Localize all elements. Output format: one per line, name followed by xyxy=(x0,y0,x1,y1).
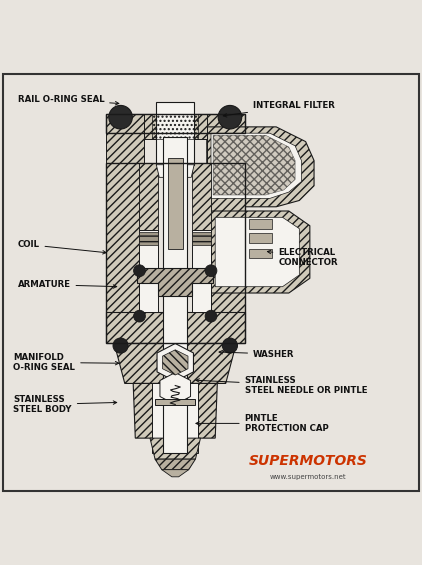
Text: RAIL O-RING SEAL: RAIL O-RING SEAL xyxy=(18,95,119,105)
Polygon shape xyxy=(207,127,314,207)
FancyBboxPatch shape xyxy=(152,384,198,453)
FancyBboxPatch shape xyxy=(140,230,158,312)
FancyBboxPatch shape xyxy=(249,233,272,242)
Polygon shape xyxy=(192,163,211,230)
Polygon shape xyxy=(138,268,213,296)
Circle shape xyxy=(113,338,128,353)
FancyBboxPatch shape xyxy=(163,137,187,453)
Polygon shape xyxy=(106,114,245,133)
Text: MANIFOLD
O-RING SEAL: MANIFOLD O-RING SEAL xyxy=(14,353,119,372)
Circle shape xyxy=(134,310,146,322)
Polygon shape xyxy=(155,459,195,470)
FancyBboxPatch shape xyxy=(155,398,195,405)
Polygon shape xyxy=(106,163,140,344)
Polygon shape xyxy=(192,232,211,245)
Text: INTEGRAL FILTER: INTEGRAL FILTER xyxy=(223,101,335,117)
Polygon shape xyxy=(140,232,158,245)
Polygon shape xyxy=(106,312,245,344)
Polygon shape xyxy=(162,350,188,375)
Polygon shape xyxy=(207,133,245,163)
Polygon shape xyxy=(211,163,245,344)
FancyBboxPatch shape xyxy=(168,158,183,249)
FancyBboxPatch shape xyxy=(249,249,272,258)
Polygon shape xyxy=(106,133,144,163)
Polygon shape xyxy=(144,114,207,140)
Polygon shape xyxy=(211,211,310,293)
Text: ELECTRICAL
CONNECTOR: ELECTRICAL CONNECTOR xyxy=(268,247,338,267)
FancyBboxPatch shape xyxy=(192,230,211,312)
FancyBboxPatch shape xyxy=(249,219,272,229)
Text: SUPERMOTORS: SUPERMOTORS xyxy=(248,454,367,468)
Polygon shape xyxy=(156,165,194,177)
Polygon shape xyxy=(211,133,301,198)
Polygon shape xyxy=(133,384,217,438)
Polygon shape xyxy=(213,135,295,195)
Text: COIL: COIL xyxy=(18,240,106,254)
Polygon shape xyxy=(140,163,158,230)
Text: WASHER: WASHER xyxy=(219,350,295,359)
Polygon shape xyxy=(150,438,200,459)
Text: STAINLESS
STEEL NEEDLE OR PINTLE: STAINLESS STEEL NEEDLE OR PINTLE xyxy=(196,376,367,396)
Text: PINTLE
PROTECTION CAP: PINTLE PROTECTION CAP xyxy=(196,414,328,433)
Text: ARMATURE: ARMATURE xyxy=(18,280,117,289)
Polygon shape xyxy=(160,372,191,405)
Circle shape xyxy=(218,106,242,129)
Polygon shape xyxy=(162,470,189,477)
Polygon shape xyxy=(114,344,236,384)
Circle shape xyxy=(205,265,217,277)
Polygon shape xyxy=(157,344,193,381)
Circle shape xyxy=(222,338,238,353)
Polygon shape xyxy=(215,218,299,286)
Circle shape xyxy=(109,106,133,129)
Circle shape xyxy=(134,265,146,277)
Text: www.supermotors.net: www.supermotors.net xyxy=(269,474,346,480)
Circle shape xyxy=(205,310,217,322)
FancyBboxPatch shape xyxy=(156,102,194,165)
Text: STAINLESS
STEEL BODY: STAINLESS STEEL BODY xyxy=(14,395,117,414)
